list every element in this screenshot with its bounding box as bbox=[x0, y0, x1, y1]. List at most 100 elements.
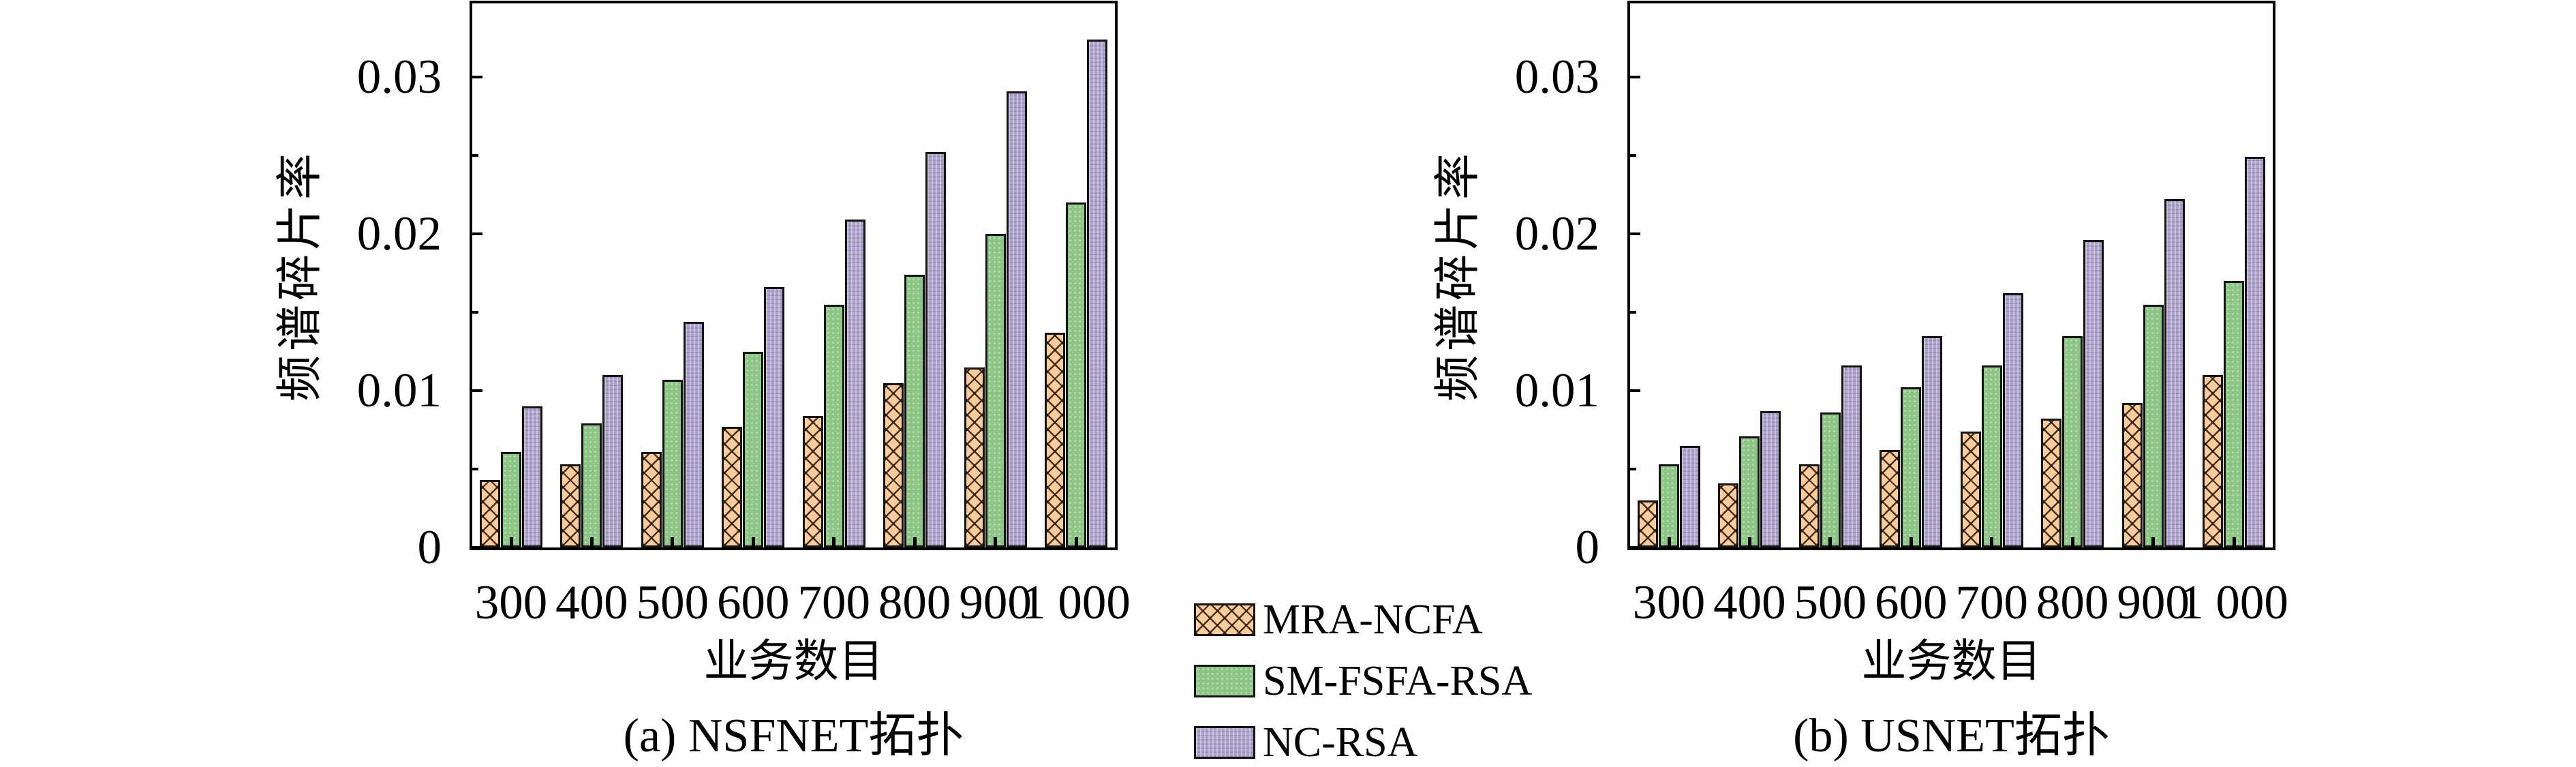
bar-MRA-NCFA-300 bbox=[1638, 500, 1658, 547]
y-minor-tick bbox=[1630, 154, 1636, 157]
bar-SM-FSFA-RSA-900 bbox=[2143, 305, 2164, 547]
chart-caption: (b) USNET拓扑 bbox=[1793, 710, 2110, 762]
x-major-tick bbox=[589, 537, 594, 547]
x-major-tick bbox=[509, 537, 513, 547]
bar-MRA-NCFA-900 bbox=[2121, 403, 2143, 547]
y-tick-label: 0.03 bbox=[356, 50, 442, 104]
x-tick-label: 900 bbox=[959, 576, 1032, 629]
x-tick-label: 400 bbox=[1713, 576, 1786, 629]
bar-MRA-NCFA-400 bbox=[560, 464, 581, 547]
y-minor-tick bbox=[472, 468, 478, 470]
x-major-tick bbox=[994, 537, 998, 547]
x-tick-label: 500 bbox=[636, 576, 709, 629]
bar-SM-FSFA-RSA-600 bbox=[743, 352, 764, 547]
x-tick-label: 600 bbox=[1875, 576, 1948, 629]
x-tick-label: 700 bbox=[797, 576, 870, 629]
bar-NC-RSA-300 bbox=[1680, 446, 1700, 547]
bar-NC-RSA-700 bbox=[2002, 293, 2023, 547]
bar-SM-FSFA-RSA-700 bbox=[1981, 365, 2002, 547]
x-major-tick bbox=[913, 537, 917, 547]
y-minor-tick bbox=[472, 311, 478, 314]
bar-NC-RSA-1000 bbox=[2245, 157, 2265, 547]
bar-MRA-NCFA-600 bbox=[722, 427, 743, 547]
x-major-tick bbox=[2070, 537, 2074, 547]
bar-SM-FSFA-RSA-1000 bbox=[2224, 281, 2244, 547]
bar-SM-FSFA-RSA-900 bbox=[985, 234, 1006, 547]
bar-MRA-NCFA-500 bbox=[1798, 464, 1820, 547]
y-tick-label: 0 bbox=[417, 521, 442, 574]
x-major-tick bbox=[1747, 537, 1751, 547]
x-major-tick bbox=[2151, 537, 2156, 547]
bar-SM-FSFA-RSA-1000 bbox=[1066, 202, 1086, 547]
x-major-tick bbox=[751, 537, 755, 547]
bar-NC-RSA-500 bbox=[683, 322, 704, 547]
bar-NC-RSA-900 bbox=[1006, 91, 1027, 547]
bar-NC-RSA-700 bbox=[844, 220, 865, 547]
legend-label-NC-RSA: NC-RSA bbox=[1263, 719, 1418, 766]
x-major-tick bbox=[1990, 537, 1994, 547]
legend-swatch-MRA-NCFA bbox=[1194, 603, 1255, 636]
y-tick-label: 0.02 bbox=[1514, 207, 1599, 261]
y-major-tick bbox=[1630, 389, 1640, 393]
bar-MRA-NCFA-900 bbox=[964, 367, 985, 547]
y-minor-tick bbox=[1630, 311, 1636, 314]
bar-MRA-NCFA-500 bbox=[641, 452, 662, 547]
y-tick-label: 0.02 bbox=[356, 207, 442, 261]
bar-NC-RSA-800 bbox=[2083, 240, 2104, 547]
bar-SM-FSFA-RSA-800 bbox=[2062, 336, 2083, 547]
x-tick-label: 800 bbox=[878, 576, 951, 629]
bar-MRA-NCFA-1000 bbox=[2203, 375, 2223, 547]
bar-SM-FSFA-RSA-600 bbox=[1901, 387, 1922, 547]
x-major-tick bbox=[1828, 537, 1833, 547]
legend-label-SM-FSFA-RSA: SM-FSFA-RSA bbox=[1263, 658, 1533, 704]
legend-swatch-NC-RSA bbox=[1194, 726, 1255, 759]
x-tick-label: 900 bbox=[2117, 576, 2190, 629]
bar-MRA-NCFA-600 bbox=[1880, 450, 1901, 547]
y-tick-label: 0 bbox=[1575, 521, 1600, 574]
x-tick-label: 300 bbox=[1632, 576, 1706, 629]
x-tick-label: 1 000 bbox=[1022, 576, 1131, 629]
y-tick-label: 0.01 bbox=[356, 364, 442, 418]
y-major-tick bbox=[1630, 232, 1640, 236]
x-tick-label: 400 bbox=[555, 576, 628, 629]
y-tick-label: 0.03 bbox=[1514, 50, 1599, 104]
y-major-tick bbox=[1630, 76, 1640, 79]
bar-NC-RSA-300 bbox=[522, 406, 542, 547]
bar-SM-FSFA-RSA-800 bbox=[904, 275, 925, 547]
x-major-tick bbox=[1667, 537, 1671, 547]
x-axis-title: 业务数目 bbox=[1861, 637, 2042, 687]
x-axis-title: 业务数目 bbox=[703, 637, 884, 687]
bar-MRA-NCFA-800 bbox=[2041, 419, 2062, 547]
x-tick-label: 300 bbox=[474, 576, 548, 629]
bar-SM-FSFA-RSA-300 bbox=[501, 452, 521, 547]
x-tick-label: 1 000 bbox=[2179, 576, 2288, 629]
bar-NC-RSA-600 bbox=[1922, 336, 1943, 547]
bar-NC-RSA-1000 bbox=[1087, 40, 1107, 547]
x-tick-label: 600 bbox=[717, 576, 790, 629]
bar-MRA-NCFA-700 bbox=[802, 416, 823, 547]
bar-SM-FSFA-RSA-400 bbox=[581, 423, 602, 547]
y-minor-tick bbox=[472, 154, 478, 157]
y-minor-tick bbox=[1630, 468, 1636, 470]
y-major-tick bbox=[1630, 546, 1640, 549]
legend-swatch-SM-FSFA-RSA bbox=[1194, 665, 1255, 697]
y-major-tick bbox=[472, 76, 482, 79]
bar-NC-RSA-800 bbox=[925, 152, 947, 547]
bar-NC-RSA-600 bbox=[764, 287, 785, 547]
bar-NC-RSA-500 bbox=[1841, 365, 1862, 547]
bar-NC-RSA-400 bbox=[1760, 411, 1781, 547]
bar-SM-FSFA-RSA-500 bbox=[1820, 412, 1841, 547]
bar-NC-RSA-400 bbox=[602, 375, 624, 547]
x-major-tick bbox=[832, 537, 836, 547]
bar-MRA-NCFA-800 bbox=[883, 383, 904, 547]
x-major-tick bbox=[671, 537, 675, 547]
bar-SM-FSFA-RSA-300 bbox=[1659, 464, 1679, 547]
bar-MRA-NCFA-400 bbox=[1718, 483, 1739, 547]
bar-SM-FSFA-RSA-500 bbox=[662, 380, 683, 547]
chart-caption: (a) NSFNET拓扑 bbox=[623, 710, 964, 762]
x-tick-label: 700 bbox=[1955, 576, 2028, 629]
x-major-tick bbox=[1074, 537, 1078, 547]
x-major-tick bbox=[1909, 537, 1913, 547]
bar-NC-RSA-900 bbox=[2164, 199, 2185, 547]
bar-MRA-NCFA-1000 bbox=[1045, 333, 1065, 547]
